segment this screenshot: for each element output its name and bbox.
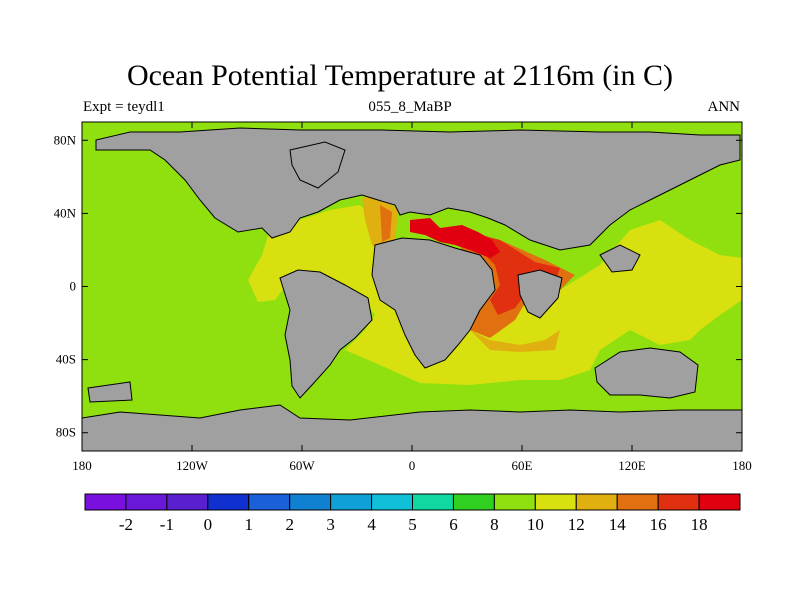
colorbar-swatch (166, 493, 209, 511)
colorbar-label: 4 (367, 515, 376, 534)
y-tick-label: 0 (70, 279, 77, 294)
colorbar-label: 2 (285, 515, 294, 534)
x-tick-label: 60E (512, 458, 533, 473)
colorbar-label: 1 (245, 515, 254, 534)
x-tick-label: 180 (72, 458, 92, 473)
colorbar-label: 16 (650, 515, 667, 534)
season-label: ANN (707, 99, 741, 115)
y-axis: 80N 40N 0 40S 80S (54, 132, 742, 440)
experiment-label: Expt = teydl1 (83, 99, 165, 115)
colorbar-swatch (84, 493, 127, 511)
land-greenland (289, 141, 346, 189)
land-north (95, 127, 741, 251)
colorbar-label: -2 (119, 515, 133, 534)
colorbar-label: 0 (204, 515, 213, 534)
colorbar-label: 18 (691, 515, 708, 534)
colorbar-swatch (452, 493, 495, 511)
colorbar-label: 10 (527, 515, 544, 534)
x-tick-label: 60W (289, 458, 315, 473)
colorbar-swatch (289, 493, 332, 511)
land-africa (371, 237, 496, 369)
land-south-america (279, 269, 373, 399)
x-tick-label: 0 (409, 458, 416, 473)
colorbar-label: 5 (408, 515, 417, 534)
colorbar-label: 3 (326, 515, 335, 534)
contour-band-14-16 (380, 205, 392, 242)
colorbar-swatch (330, 493, 373, 511)
colorbar-swatch (412, 493, 454, 511)
land-masses (82, 127, 742, 451)
x-tick-label: 120W (176, 458, 209, 473)
y-tick-label: 40N (54, 205, 77, 220)
colorbar-swatch (125, 493, 168, 511)
land-australia (594, 347, 699, 399)
colorbar-label: -1 (160, 515, 174, 534)
colorbar-swatch (575, 493, 618, 511)
contour-band-12-14 (470, 330, 560, 352)
land-southeast-asia (599, 244, 641, 273)
colorbar-label: 12 (568, 515, 585, 534)
land-india (517, 269, 563, 319)
x-axis: 180 120W 60W 0 60E 120E 180 (72, 122, 752, 473)
x-tick-label: 180 (732, 458, 752, 473)
time-slice-label: 055_8_MaBP (368, 99, 452, 115)
x-tick-label: 120E (618, 458, 646, 473)
y-tick-label: 80N (54, 132, 77, 147)
colorbar-swatch (371, 493, 413, 511)
map-title: Ocean Potential Temperature at 2116m (in… (126, 59, 674, 92)
colorbar-label: 8 (490, 515, 499, 534)
land-antarctica (82, 404, 742, 451)
colorbar-swatch (207, 493, 250, 511)
y-tick-label: 40S (56, 352, 76, 367)
contour-band-18-plus (410, 218, 500, 258)
colorbar: -2 -1 0 1 2 3 4 5 6 8 10 12 14 16 18 (84, 493, 741, 534)
colorbar-swatch (493, 493, 536, 511)
colorbar-swatch (616, 493, 659, 511)
colorbar-label: 14 (609, 515, 627, 534)
colorbar-swatch (657, 493, 700, 511)
colorbar-swatch (534, 493, 577, 511)
colorbar-swatch (248, 493, 291, 511)
colorbar-label: 6 (449, 515, 458, 534)
map-field (82, 122, 742, 451)
land-island (87, 381, 133, 403)
colorbar-swatch (698, 493, 741, 511)
y-tick-label: 80S (56, 425, 76, 440)
